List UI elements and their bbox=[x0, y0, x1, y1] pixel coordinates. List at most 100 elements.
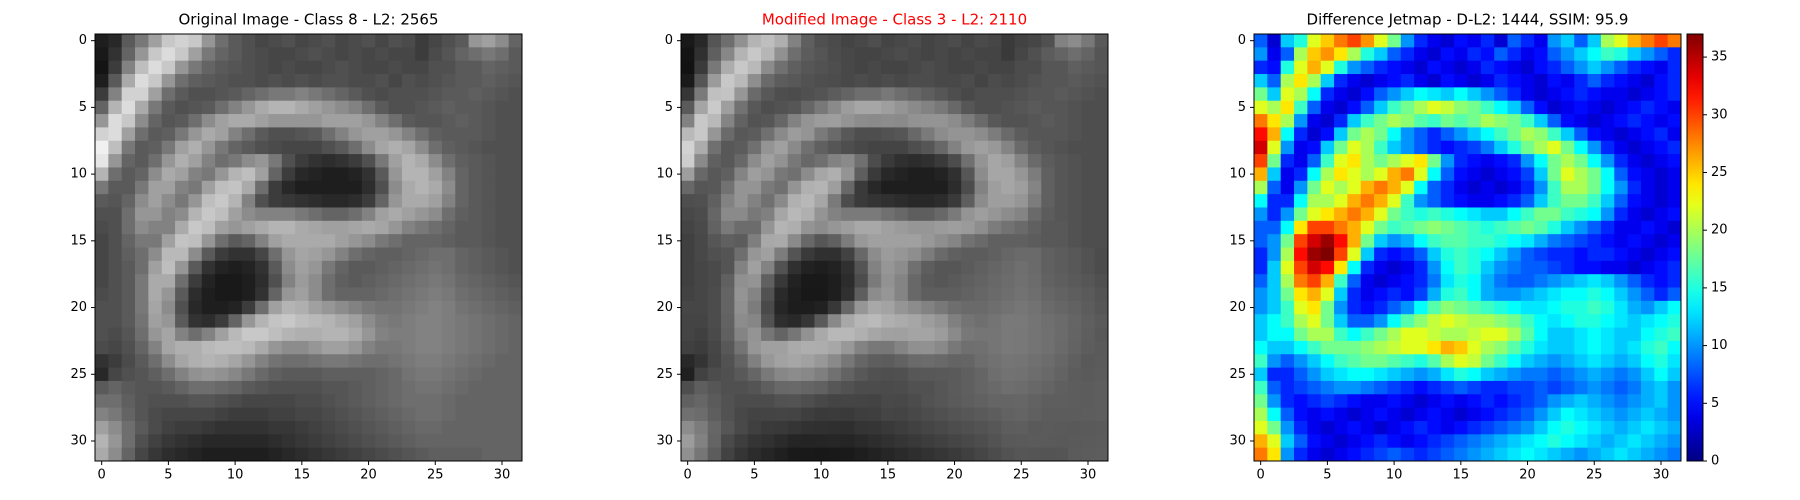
cell bbox=[734, 394, 749, 409]
cell bbox=[1614, 87, 1629, 102]
cell bbox=[1440, 180, 1455, 195]
cell bbox=[295, 34, 309, 48]
cell bbox=[428, 207, 443, 222]
cell bbox=[974, 407, 989, 422]
cell bbox=[1560, 114, 1575, 128]
cell bbox=[1294, 114, 1308, 128]
cell bbox=[495, 100, 510, 115]
cell bbox=[1360, 260, 1375, 275]
cell bbox=[1654, 47, 1669, 62]
cell bbox=[308, 287, 323, 302]
cell bbox=[148, 420, 163, 435]
cell bbox=[268, 247, 283, 262]
cell bbox=[388, 74, 403, 88]
cell bbox=[428, 327, 443, 342]
cell bbox=[867, 367, 882, 382]
cell bbox=[961, 194, 975, 208]
cell bbox=[1480, 407, 1495, 422]
cell bbox=[921, 407, 935, 422]
cell bbox=[1400, 207, 1415, 222]
cell bbox=[148, 380, 163, 395]
cell bbox=[1627, 380, 1642, 395]
cell bbox=[495, 140, 510, 155]
cell bbox=[1427, 260, 1442, 275]
cell bbox=[1440, 87, 1455, 102]
cell bbox=[308, 274, 323, 288]
cell bbox=[1400, 327, 1415, 342]
cell bbox=[401, 180, 416, 195]
cell bbox=[974, 340, 989, 355]
cell bbox=[148, 60, 163, 75]
cell bbox=[921, 300, 935, 315]
cell bbox=[1081, 180, 1096, 195]
cell bbox=[188, 34, 203, 48]
cell bbox=[1440, 167, 1455, 182]
cell bbox=[1480, 287, 1495, 302]
cell bbox=[854, 87, 869, 102]
cell bbox=[801, 127, 815, 142]
cell bbox=[1574, 74, 1588, 88]
cell bbox=[867, 394, 882, 409]
cell bbox=[1440, 114, 1455, 128]
cell bbox=[495, 234, 510, 248]
cell bbox=[268, 87, 283, 102]
colorbar-tick-label: 0 bbox=[1711, 454, 1719, 469]
y-tick-label: 5 bbox=[1238, 100, 1246, 115]
cell bbox=[1414, 234, 1428, 248]
cell bbox=[175, 154, 189, 168]
cell bbox=[1081, 394, 1096, 409]
cell bbox=[1640, 287, 1655, 302]
cell bbox=[774, 340, 789, 355]
cell bbox=[468, 47, 483, 62]
cell bbox=[508, 207, 523, 222]
y-tick-label: 10 bbox=[656, 167, 673, 182]
cell bbox=[1427, 367, 1442, 382]
cell bbox=[255, 354, 269, 368]
cell bbox=[161, 314, 176, 328]
cell bbox=[1427, 60, 1442, 75]
cell bbox=[1547, 287, 1562, 302]
cell bbox=[1667, 300, 1682, 315]
cell bbox=[801, 434, 815, 449]
cell bbox=[375, 447, 389, 462]
cell bbox=[881, 127, 895, 142]
cell bbox=[787, 167, 802, 182]
cell bbox=[867, 287, 882, 302]
cell bbox=[1600, 60, 1615, 75]
cell bbox=[1387, 234, 1402, 248]
cell bbox=[1494, 394, 1508, 409]
cell bbox=[375, 34, 389, 48]
cell bbox=[255, 74, 269, 88]
cell bbox=[241, 100, 256, 115]
cell bbox=[281, 260, 296, 275]
cell bbox=[268, 407, 283, 422]
cell bbox=[215, 300, 229, 315]
cell bbox=[135, 327, 149, 342]
cell bbox=[455, 60, 470, 75]
cell bbox=[361, 447, 376, 462]
cell bbox=[1334, 434, 1348, 449]
cell bbox=[215, 380, 229, 395]
cell bbox=[375, 100, 389, 115]
cell bbox=[1520, 74, 1535, 88]
cell bbox=[361, 154, 376, 168]
cell bbox=[707, 407, 722, 422]
cell bbox=[361, 287, 376, 302]
cell bbox=[228, 207, 243, 222]
cell bbox=[1320, 194, 1335, 208]
cell bbox=[907, 207, 922, 222]
cell bbox=[1520, 394, 1535, 409]
cell bbox=[215, 247, 229, 262]
cell bbox=[1587, 100, 1602, 115]
cell bbox=[308, 220, 323, 235]
cell bbox=[1494, 127, 1508, 142]
cell bbox=[428, 194, 443, 208]
cell bbox=[1560, 140, 1575, 155]
cell bbox=[1334, 367, 1348, 382]
cell bbox=[361, 74, 376, 88]
cell bbox=[827, 140, 842, 155]
cell bbox=[1654, 300, 1669, 315]
cell bbox=[121, 260, 136, 275]
cell bbox=[1334, 260, 1348, 275]
cell bbox=[734, 274, 749, 288]
